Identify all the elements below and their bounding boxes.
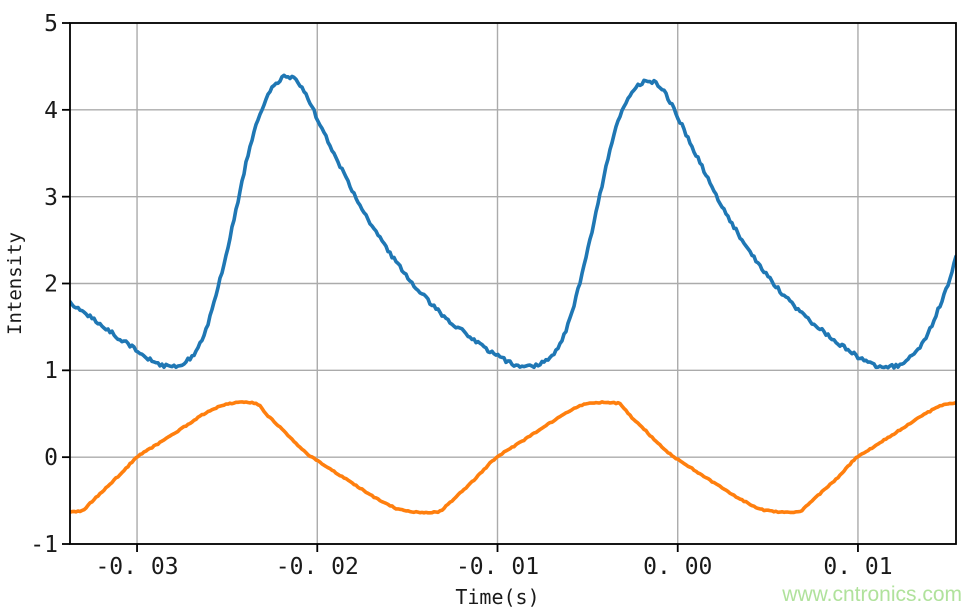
y-tick-label: 2 [44,272,58,298]
x-tick-label: 0. 00 [643,554,712,580]
y-tick-label: -1 [30,532,58,558]
x-tick-labels: -0. 03 -0. 02 -0. 01 0. 00 0. 01 [95,554,892,580]
y-tick-label: 0 [44,445,58,471]
y-tick-label: 3 [44,185,58,211]
x-tick-label: -0. 03 [95,554,178,580]
y-tick-labels: -1 0 1 2 3 4 5 [30,11,58,558]
grid-lines [70,22,956,545]
plot-area [70,73,956,515]
y-axis-title: Intensity [4,232,26,335]
x-tick-label: 0. 01 [823,554,892,580]
blue-intensity-trace [70,73,956,370]
x-axis-title: Time(s) [455,585,539,609]
y-tick-label: 4 [44,98,58,124]
x-tick-label: -0. 02 [276,554,359,580]
tick-marks [62,22,859,552]
y-tick-label: 1 [44,358,58,384]
watermark-text: www.cntronics.com [781,583,962,606]
orange-ramp-trace [70,400,956,515]
y-tick-label: 5 [44,11,58,37]
x-tick-label: -0. 01 [456,554,539,580]
